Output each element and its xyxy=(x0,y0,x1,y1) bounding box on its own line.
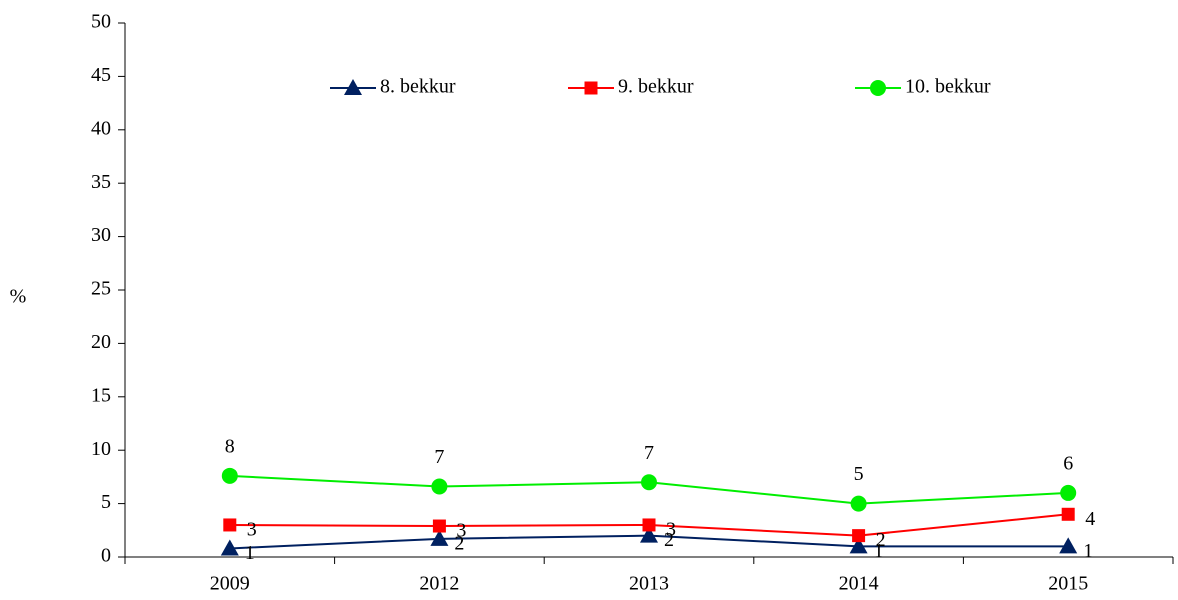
data-point xyxy=(642,518,656,532)
data-point xyxy=(1061,507,1075,521)
data-point xyxy=(223,518,237,532)
legend-marker xyxy=(344,79,362,95)
data-label: 1 xyxy=(1083,540,1093,562)
x-tick-label: 2012 xyxy=(419,573,459,595)
data-label: 2 xyxy=(876,529,886,551)
y-tick-label: 35 xyxy=(91,171,111,193)
data-label: 3 xyxy=(456,520,466,542)
y-axis-label: % xyxy=(10,286,27,308)
y-tick-label: 10 xyxy=(91,438,111,460)
data-label: 2 xyxy=(664,529,674,551)
data-point xyxy=(640,526,658,543)
data-point xyxy=(641,474,657,491)
data-label: 3 xyxy=(247,519,257,541)
x-tick-label: 2009 xyxy=(210,573,250,595)
x-tick-label: 2015 xyxy=(1048,573,1088,595)
y-tick-label: 25 xyxy=(91,278,111,300)
data-point xyxy=(1060,484,1077,501)
x-tick-label: 2014 xyxy=(839,573,879,595)
data-point xyxy=(220,539,239,556)
legend-label: 9. bekkur xyxy=(618,76,694,98)
legend-label: 10. bekkur xyxy=(905,76,991,98)
data-label: 3 xyxy=(666,519,676,541)
data-label: 5 xyxy=(854,463,864,485)
y-tick-label: 0 xyxy=(101,545,111,567)
y-tick-label: 45 xyxy=(91,64,111,86)
data-label: 4 xyxy=(1085,508,1095,530)
data-point xyxy=(1059,537,1078,554)
data-point xyxy=(221,467,238,484)
data-point xyxy=(850,495,867,512)
legend-label: 8. bekkur xyxy=(380,76,456,98)
data-label: 7 xyxy=(644,442,654,464)
data-point xyxy=(430,529,449,546)
y-tick-label: 20 xyxy=(91,331,111,353)
data-label: 1 xyxy=(874,540,884,562)
y-tick-label: 30 xyxy=(91,224,111,246)
x-tick-label: 2013 xyxy=(629,573,669,595)
data-point xyxy=(852,529,866,543)
y-tick-label: 5 xyxy=(101,491,111,513)
y-tick-label: 15 xyxy=(91,384,111,406)
data-point xyxy=(849,537,868,554)
data-point xyxy=(432,519,446,533)
data-label: 6 xyxy=(1063,453,1073,475)
data-label: 7 xyxy=(434,446,444,468)
y-tick-label: 50 xyxy=(91,11,111,33)
data-label: 1 xyxy=(245,542,255,564)
data-point xyxy=(431,478,448,495)
data-label: 2 xyxy=(454,532,464,554)
y-tick-label: 40 xyxy=(91,117,111,139)
legend-marker xyxy=(870,80,886,96)
legend-marker xyxy=(584,81,598,95)
data-label: 8 xyxy=(225,435,235,457)
